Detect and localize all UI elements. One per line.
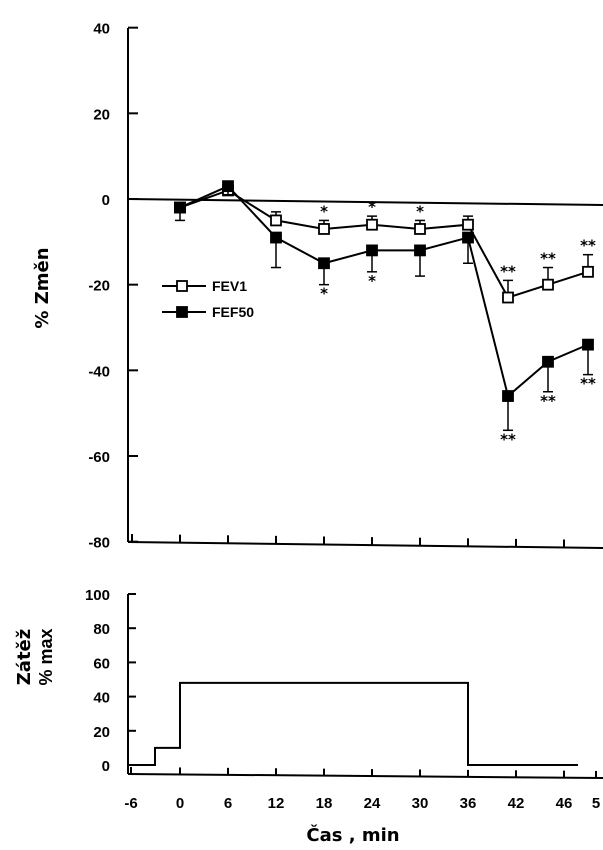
significance-label: **: [540, 250, 556, 268]
bottom-x-tick-label: 18: [316, 795, 333, 812]
series-line-fef50: [179, 184, 589, 398]
legend-label: FEF50: [212, 304, 254, 320]
legend: FEV1 FEF50: [162, 278, 254, 320]
fef50-point: [222, 180, 234, 193]
fev1-point: [462, 218, 474, 231]
fef50-point: [502, 390, 514, 402]
x-axis-title: Čas , min: [306, 824, 399, 846]
top-y-tick-label: -80: [88, 535, 110, 552]
bottom-x-tick-label: 6: [224, 795, 232, 812]
series-layer: * * ***************: [174, 180, 596, 448]
top-y-tick-label: 40: [93, 21, 110, 38]
fef50-point: [318, 257, 330, 270]
bottom-x-tick-label: 30: [412, 795, 429, 812]
fev1-point: [542, 278, 554, 291]
bottom-x-tick-label: 0: [176, 795, 184, 812]
significance-label: **: [500, 262, 516, 280]
bottom-x-tick-label: 5: [592, 795, 600, 812]
legend-label: FEV1: [212, 278, 247, 294]
fef50-point: [174, 201, 186, 214]
bottom-x-tick-label: 12: [268, 795, 285, 812]
bottom-y-axis-title-line1: Zátěž: [14, 629, 35, 686]
fef50-point: [462, 231, 474, 244]
bottom-x-tick-label: 42: [508, 795, 525, 812]
bottom-y-tick-label: 40: [93, 690, 110, 707]
top-y-tick-label: 0: [102, 192, 110, 209]
fef50-point: [270, 231, 282, 244]
bottom-x-tick-label: 46: [556, 795, 573, 812]
legend-marker: [176, 280, 188, 292]
bottom-y-tick-label: 100: [85, 587, 110, 604]
bottom-x-tick-label: -6: [124, 795, 137, 812]
top-y-tick-label: -60: [88, 449, 110, 466]
top-y-axis-title: % Změn: [32, 247, 53, 328]
series-line-fev1: [179, 189, 589, 299]
top-bottom-border: [127, 541, 603, 549]
fev1-point: [270, 214, 282, 227]
top-y-ticks: 40 20 0 -20 -40 -60 -80: [88, 21, 138, 552]
significance-label: *: [320, 285, 328, 303]
significance-label: *: [368, 272, 376, 290]
fef50-point: [414, 244, 426, 257]
fev1-point: [366, 218, 378, 231]
fev1-point: [414, 223, 426, 235]
fef50-point: [582, 338, 594, 351]
top-y-tick-label: -20: [88, 278, 110, 295]
significance-label: **: [500, 430, 516, 448]
bottom-y-tick-label: 80: [93, 621, 110, 638]
bottom-y-tick-label: 20: [93, 724, 110, 741]
fev1-point: [502, 291, 514, 304]
bottom-x-ticks: -6 0 6 12 18 24 30 36 42 46 5: [124, 767, 600, 812]
significance-label: *: [368, 198, 376, 216]
bottom-x-tick-label: 24: [364, 795, 381, 812]
load-step-line: [131, 681, 578, 766]
significance-label: **: [580, 375, 596, 393]
fef50-point: [542, 355, 554, 368]
significance-label: **: [580, 237, 596, 255]
significance-label: **: [540, 392, 556, 410]
top-x-ticks: [131, 534, 565, 548]
bottom-y-axis-title-line2: % max: [36, 628, 56, 685]
bottom-y-tick-label: 0: [102, 758, 110, 775]
fef50-point: [366, 244, 378, 257]
top-y-tick-label: -40: [88, 363, 110, 380]
top-y-tick-label: 20: [93, 106, 110, 123]
bottom-y-tick-label: 60: [93, 655, 110, 672]
bottom-x-axis: [127, 773, 603, 779]
bottom-chart: 100 80 60 40 20 0 -6 0 6 12 18 24 30 36 42 46 5 Zátěž %…: [14, 587, 603, 846]
fev1-point: [582, 265, 594, 278]
significance-label: *: [416, 202, 424, 220]
bottom-x-tick-label: 36: [460, 795, 477, 812]
significance-label: *: [320, 202, 328, 220]
zero-reference-line: [127, 198, 603, 206]
legend-marker: [176, 306, 188, 318]
fev1-point: [318, 223, 330, 235]
